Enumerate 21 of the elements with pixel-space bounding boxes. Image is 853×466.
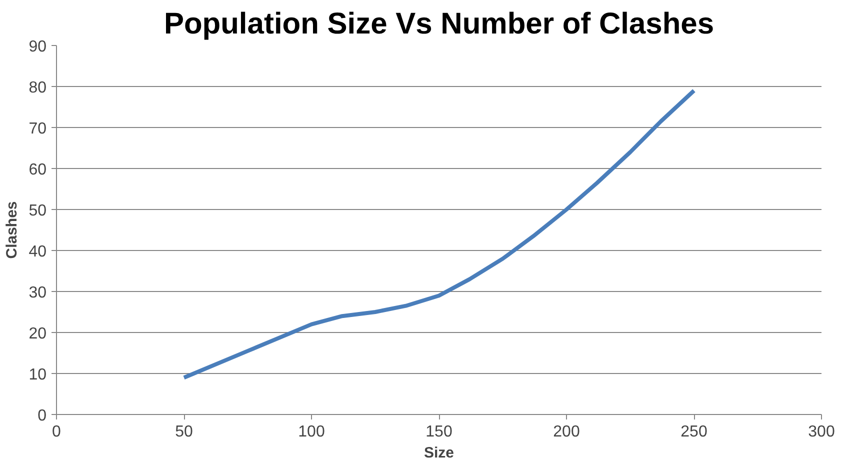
line-series [182, 88, 696, 380]
chart-title: Population Size Vs Number of Clashes [164, 8, 714, 40]
y-tick-label: 80 [28, 80, 47, 96]
y-tick-label: 90 [28, 38, 47, 56]
x-tick-label: 250 [680, 424, 708, 440]
y-tick-label: 50 [28, 202, 47, 220]
y-tick-label: 30 [28, 284, 47, 302]
x-tick-label: 300 [808, 424, 835, 440]
x-tick-label: 50 [175, 424, 193, 440]
y-tick-label: 70 [28, 120, 47, 138]
y-tick-label: 0 [38, 408, 47, 424]
y-axis-title: Clashes [4, 201, 21, 259]
y-tick-label: 60 [28, 162, 47, 178]
x-tick-label: 200 [553, 424, 580, 440]
x-tick-label: 0 [52, 424, 62, 440]
y-tick-label: 40 [28, 244, 47, 260]
x-tick-label: 100 [298, 424, 325, 440]
y-tick-label: 20 [28, 326, 47, 342]
x-tick-label: 150 [426, 424, 452, 440]
x-axis-title: Size [424, 444, 454, 462]
y-tick-label: 10 [28, 366, 47, 384]
